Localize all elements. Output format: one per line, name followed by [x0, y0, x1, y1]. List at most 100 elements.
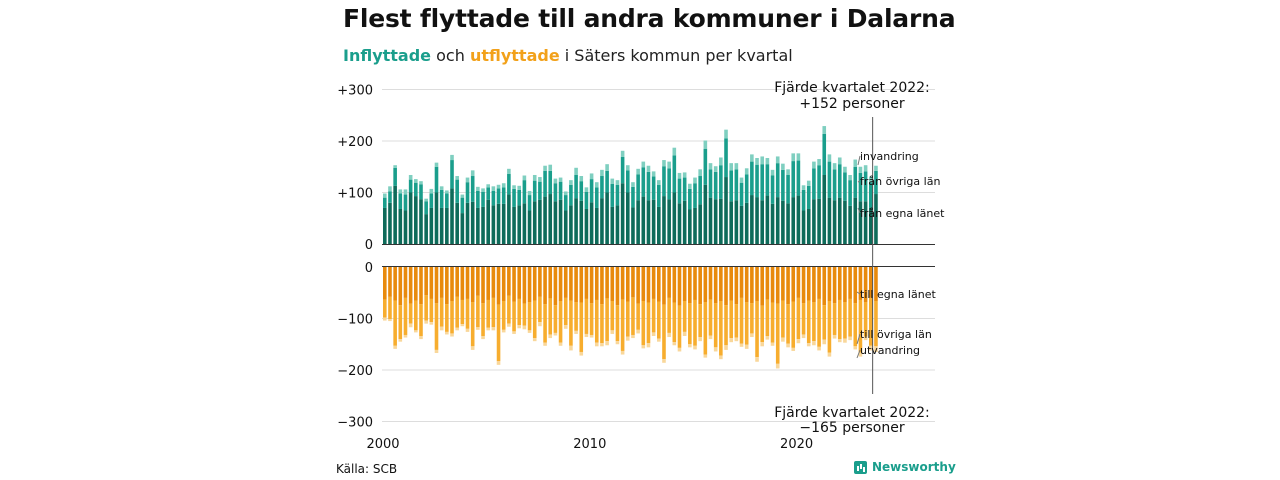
bar-outflow-ovriga-lan [786, 304, 790, 344]
bar-outflow-ovriga-lan [719, 300, 723, 356]
bar-inflow-invandring [625, 165, 630, 171]
bar-outflow-egna-lanet [615, 267, 620, 306]
bar-outflow-egna-lanet [677, 267, 682, 306]
bar-inflow-invandring [605, 164, 609, 171]
bar-inflow-ovriga-lan [832, 169, 837, 201]
bar-outflow-utvandring [682, 331, 687, 337]
bar-outflow-egna-lanet [744, 267, 749, 303]
bar-inflow-egna-lanet [393, 185, 397, 244]
bar-outflow-utvandring [796, 339, 801, 344]
bar-inflow-invandring [620, 150, 625, 157]
bar-inflow-invandring [594, 182, 599, 188]
bar-inflow-egna-lanet [672, 192, 677, 244]
y-tick-label-bottom: −200 [337, 364, 373, 379]
bar-inflow-ovriga-lan [713, 171, 718, 200]
bar-inflow-egna-lanet [719, 198, 723, 244]
bar-outflow-ovriga-lan [682, 300, 687, 332]
bar-inflow-egna-lanet [646, 200, 651, 244]
bar-inflow-ovriga-lan [739, 182, 744, 206]
bar-inflow-invandring [439, 186, 444, 190]
bar-outflow-egna-lanet [796, 267, 801, 298]
bar-outflow-egna-lanet [512, 267, 516, 302]
bar-inflow-invandring [667, 161, 671, 169]
bar-inflow-invandring [708, 163, 713, 170]
bar-outflow-utvandring [507, 323, 511, 327]
bar-outflow-egna-lanet [393, 267, 397, 301]
bar-inflow-ovriga-lan [667, 168, 671, 200]
bar-inflow-egna-lanet [703, 184, 708, 244]
bar-outflow-egna-lanet [563, 267, 568, 298]
bar-inflow-invandring [450, 154, 454, 161]
bar-outflow-utvandring [460, 324, 465, 327]
bar-outflow-utvandring [677, 347, 682, 352]
legend-label-in: invandring [860, 150, 919, 163]
bar-inflow-ovriga-lan [719, 165, 723, 199]
bar-outflow-egna-lanet [419, 267, 423, 305]
bar-inflow-invandring [631, 182, 635, 187]
bar-inflow-ovriga-lan [522, 180, 527, 204]
bar-inflow-invandring [729, 163, 733, 171]
bar-inflow-ovriga-lan [491, 190, 496, 206]
y-tick-label-bottom: −100 [337, 313, 373, 328]
subtitle-mid: och [431, 46, 470, 65]
bar-inflow-invandring [693, 177, 697, 184]
bar-inflow-invandring [775, 156, 780, 164]
bar-outflow-utvandring [863, 336, 868, 341]
bar-inflow-egna-lanet [408, 192, 413, 244]
bar-outflow-utvandring [403, 334, 408, 338]
subtitle-rest: i Säters kommun per kvartal [559, 46, 793, 65]
bar-inflow-invandring [538, 177, 542, 182]
bar-outflow-egna-lanet [450, 267, 454, 301]
bar-outflow-utvandring [703, 354, 708, 358]
bar-outflow-utvandring [868, 345, 873, 351]
bar-outflow-egna-lanet [874, 267, 878, 301]
bar-outflow-ovriga-lan [398, 305, 403, 340]
bar-outflow-egna-lanet [667, 267, 671, 298]
bar-inflow-ovriga-lan [843, 172, 847, 201]
bar-outflow-egna-lanet [476, 267, 480, 296]
bar-outflow-ovriga-lan [455, 296, 459, 328]
y-tick-label-bottom: −300 [337, 416, 373, 431]
bar-outflow-egna-lanet [682, 267, 687, 301]
bar-inflow-egna-lanet [403, 210, 408, 244]
bar-inflow-invandring [507, 168, 511, 174]
bar-inflow-ovriga-lan [775, 163, 780, 198]
bar-inflow-egna-lanet [517, 205, 522, 244]
bar-inflow-invandring [610, 178, 615, 184]
bar-outflow-egna-lanet [843, 267, 847, 303]
bar-outflow-ovriga-lan [445, 304, 449, 332]
bar-outflow-egna-lanet [708, 267, 713, 300]
bar-inflow-ovriga-lan [760, 164, 765, 201]
bar-inflow-egna-lanet [874, 194, 878, 244]
bar-inflow-egna-lanet [734, 200, 739, 244]
bar-outflow-egna-lanet [434, 267, 439, 304]
bar-outflow-utvandring [393, 345, 397, 349]
bar-inflow-invandring [760, 156, 765, 165]
bar-outflow-egna-lanet [600, 267, 604, 305]
bar-inflow-invandring [646, 165, 651, 172]
bar-inflow-ovriga-lan [569, 184, 573, 206]
bar-outflow-egna-lanet [817, 267, 821, 299]
bar-outflow-utvandring [419, 336, 423, 340]
bar-outflow-utvandring [589, 334, 594, 338]
bar-outflow-ovriga-lan [594, 299, 599, 343]
bar-outflow-ovriga-lan [832, 303, 837, 335]
y-tick-label-top: 0 [365, 238, 373, 253]
bar-outflow-utvandring [693, 345, 697, 350]
bar-outflow-egna-lanet [703, 267, 708, 303]
bar-inflow-egna-lanet [832, 200, 837, 244]
bar-outflow-egna-lanet [569, 267, 573, 301]
bar-outflow-ovriga-lan [765, 299, 770, 337]
bar-outflow-utvandring [512, 331, 516, 334]
bar-inflow-ovriga-lan [486, 187, 490, 200]
bar-outflow-ovriga-lan [465, 298, 470, 329]
bar-inflow-ovriga-lan [822, 133, 827, 175]
bar-outflow-egna-lanet [832, 267, 837, 304]
bar-inflow-egna-lanet [512, 206, 516, 244]
bar-inflow-egna-lanet [600, 198, 604, 244]
bar-inflow-egna-lanet [636, 200, 640, 244]
bar-outflow-utvandring [538, 322, 542, 327]
bar-inflow-ovriga-lan [445, 193, 449, 208]
bar-inflow-egna-lanet [434, 192, 439, 244]
bar-inflow-egna-lanet [383, 207, 387, 244]
